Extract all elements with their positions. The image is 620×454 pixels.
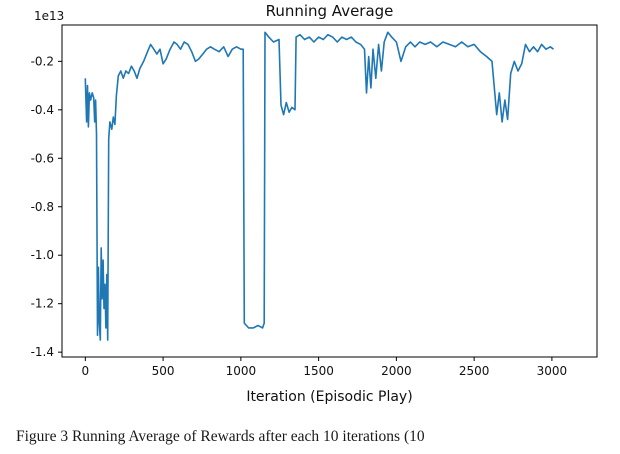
axes-frame [61, 24, 598, 358]
x-axis-label: Iteration (Episodic Play) [246, 389, 413, 405]
y-tick-label: -0.4 [31, 103, 54, 117]
x-tick-label: 500 [152, 364, 175, 378]
y-tick-label: -1.2 [31, 297, 54, 311]
x-tick-label: 3000 [537, 364, 568, 378]
series-line-running-average [84, 31, 554, 341]
y-tick-label: -1.0 [31, 248, 54, 262]
x-tick-label: 1000 [226, 364, 257, 378]
figure-caption: Figure 3 Running Average of Rewards afte… [16, 428, 425, 445]
y-tick-label: -0.8 [31, 200, 54, 214]
y-tick-label: -0.2 [31, 54, 54, 68]
chart-title: Running Average [265, 2, 394, 20]
y-tick-label: -1.4 [31, 345, 54, 359]
x-tick-label: 2000 [381, 364, 412, 378]
chart-svg: -0.2 -0.4 -0.6 -0.8 -1.0 -1.2 -1.4 0 500 1000 1500… [31, 24, 598, 378]
y-axis-offset-multiplier: 1e13 [34, 9, 65, 23]
y-tick-label: -0.6 [31, 151, 54, 165]
x-tick-label: 0 [82, 364, 90, 378]
x-tick-label: 2500 [459, 364, 490, 378]
x-tick-label: 1500 [303, 364, 334, 378]
